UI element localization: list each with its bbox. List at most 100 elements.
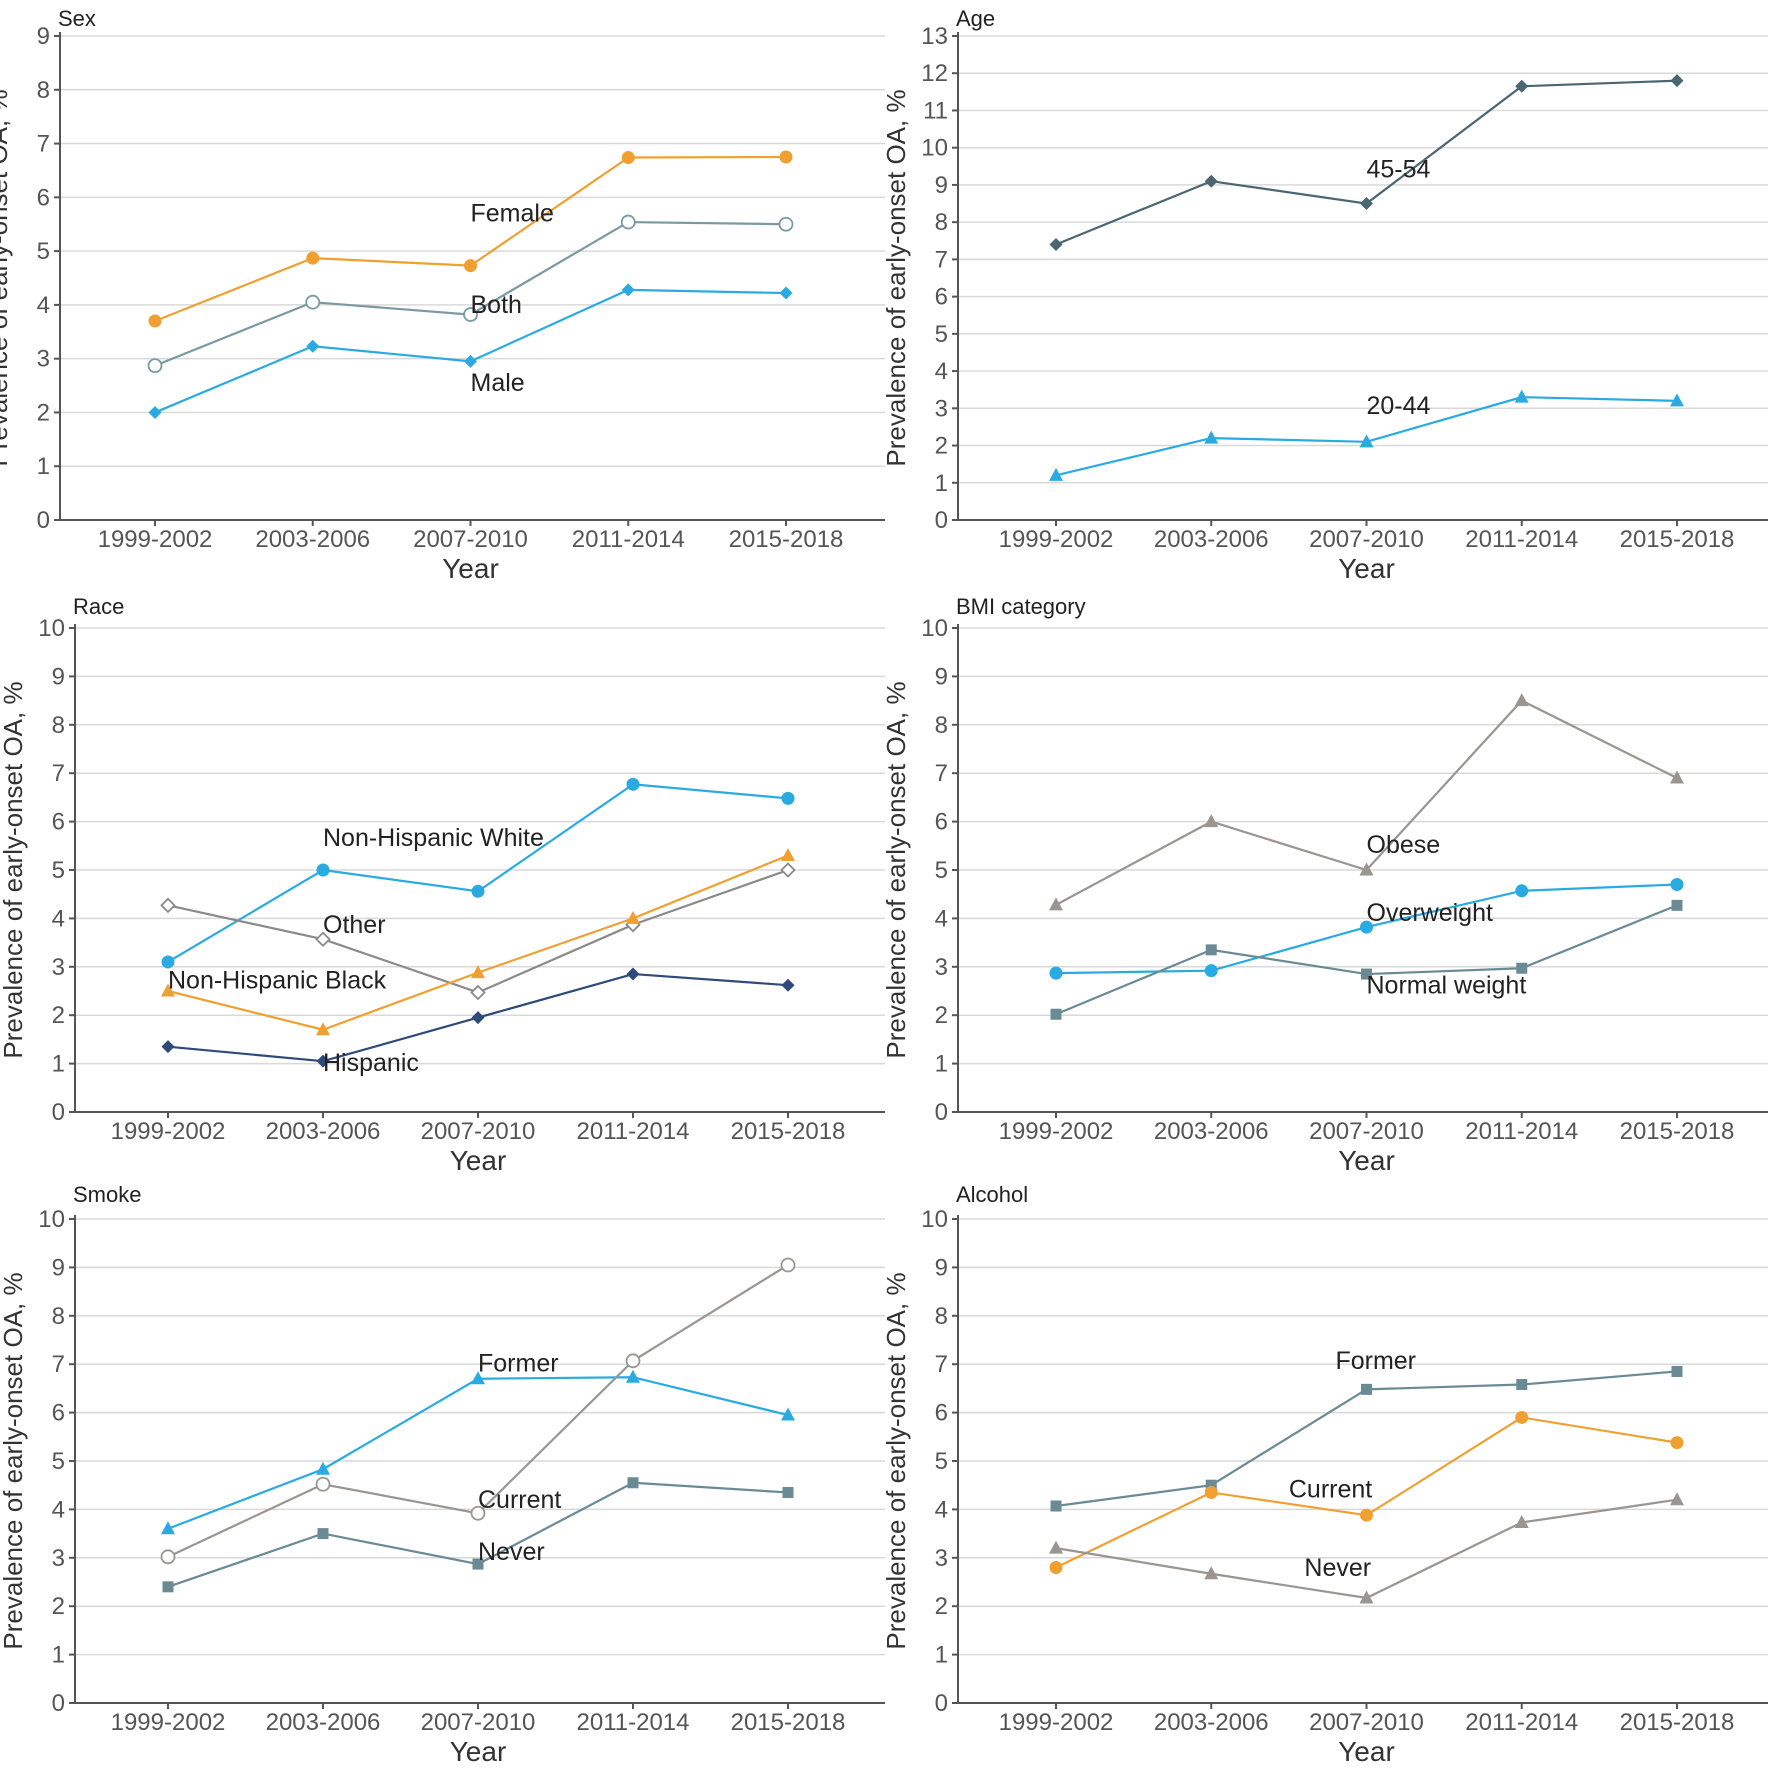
y-tick-label: 11	[923, 97, 948, 124]
data-point	[1204, 430, 1219, 444]
y-tick-label: 6	[935, 1400, 948, 1427]
series-label-current: Current	[1289, 1475, 1372, 1503]
series-20-44	[1049, 389, 1684, 481]
data-point	[160, 1549, 176, 1565]
series-label-hispanic: Hispanic	[323, 1049, 419, 1077]
y-tick-label: 2	[935, 1002, 948, 1029]
data-point	[1204, 1566, 1219, 1580]
data-point	[160, 897, 176, 914]
series-label-both: Both	[471, 291, 522, 319]
x-tick-label: 2003-2006	[255, 526, 370, 553]
x-axis-label: Year	[442, 553, 499, 584]
data-point	[316, 1461, 330, 1475]
data-point	[1049, 1560, 1063, 1574]
data-point	[161, 1040, 175, 1054]
y-tick-label: 13	[921, 23, 948, 50]
data-point	[1361, 1383, 1372, 1395]
data-point	[315, 1476, 331, 1492]
y-tick-label: 7	[52, 760, 65, 787]
x-tick-label: 2007-2010	[413, 526, 528, 553]
data-point	[471, 1371, 485, 1385]
x-tick-label: 2011-2014	[1465, 1709, 1578, 1736]
data-point	[620, 214, 636, 230]
x-tick-label: 2003-2006	[266, 1118, 381, 1145]
series-label-20-44: 20-44	[1367, 392, 1431, 420]
y-tick-label: 9	[935, 1254, 948, 1281]
panel-title: Age	[956, 6, 995, 31]
y-tick-label: 9	[935, 172, 948, 199]
data-point	[778, 216, 794, 232]
series-label-former: Former	[478, 1349, 559, 1377]
data-point	[317, 1528, 329, 1540]
y-tick-label: 8	[52, 712, 65, 739]
series-45-54	[1049, 74, 1684, 251]
data-point	[471, 965, 485, 979]
panel-bmi-category: BMI category 0 1 2 3 4 5 6 7 8 9 10 1999-2002 2003-20…	[881, 594, 1768, 1176]
x-tick-label: 1999-2002	[999, 1709, 1114, 1736]
y-tick-label: 5	[52, 857, 65, 884]
data-point	[1205, 944, 1217, 956]
data-point	[1670, 770, 1684, 784]
y-axis-label: Prevalence of early-onset OA, %	[0, 1272, 28, 1649]
data-point	[779, 150, 793, 164]
data-point	[626, 910, 640, 924]
y-tick-label: 3	[52, 1545, 65, 1572]
data-point	[1049, 966, 1063, 980]
series-former	[1050, 1365, 1683, 1512]
x-axis-label: Year	[1338, 553, 1395, 584]
data-point	[626, 967, 640, 981]
series-label-45-54: 45-54	[1367, 155, 1431, 183]
data-point	[1671, 899, 1683, 911]
series-label-current: Current	[478, 1486, 561, 1514]
y-tick-label: 7	[935, 1351, 948, 1378]
data-point	[463, 307, 478, 322]
data-point	[781, 1407, 795, 1421]
data-point	[1360, 1508, 1373, 1522]
y-tick-label: 7	[52, 1351, 65, 1378]
data-point	[627, 1477, 639, 1489]
x-tick-label: 2011-2014	[1465, 526, 1578, 553]
x-tick-label: 1999-2002	[111, 1118, 226, 1145]
y-tick-label: 10	[921, 135, 948, 162]
data-point	[1359, 434, 1374, 448]
y-tick-label: 0	[935, 1690, 948, 1717]
y-tick-label: 3	[52, 954, 65, 981]
x-tick-label: 2007-2010	[1309, 1118, 1424, 1145]
y-tick-label: 2	[935, 433, 948, 460]
series-label-male: Male	[471, 369, 525, 397]
y-tick-label: 8	[935, 712, 948, 739]
panel-alcohol: Alcohol 0 1 2 3 4 5 6 7 8 9 10 1999-2002 2003-2006 200…	[881, 1182, 1768, 1767]
x-tick-label: 2015-2018	[731, 1118, 846, 1145]
x-tick-label: 2007-2010	[421, 1709, 536, 1736]
x-tick-label: 2011-2014	[572, 526, 685, 553]
y-tick-label: 3	[935, 954, 948, 981]
y-tick-label: 9	[52, 1254, 65, 1281]
y-tick-label: 3	[935, 395, 948, 422]
y-tick-label: 8	[37, 77, 50, 104]
y-tick-label: 3	[935, 1545, 948, 1572]
data-point	[626, 1369, 640, 1383]
y-axis-label: Prevalence of early-onset OA, %	[881, 1272, 911, 1649]
y-tick-label: 6	[935, 284, 948, 311]
series-male	[148, 283, 793, 419]
y-tick-label: 1	[52, 1051, 65, 1078]
data-point	[1514, 1514, 1529, 1528]
data-point	[1360, 197, 1373, 211]
y-tick-label: 6	[52, 809, 65, 836]
panel-race: Race 0 1 2 3 4 5 6 7 8 9 10 1999-2002 2003-2006 2007-2…	[0, 594, 885, 1176]
data-point	[781, 978, 795, 992]
data-point	[1514, 693, 1529, 707]
y-tick-label: 6	[37, 184, 50, 211]
y-tick-label: 5	[37, 238, 50, 265]
y-tick-label: 0	[37, 507, 50, 534]
series-label-non-hispanic-black: Non-Hispanic Black	[168, 967, 387, 995]
data-point	[1049, 1540, 1063, 1554]
data-point	[781, 847, 795, 861]
series-normal-weight	[1050, 899, 1683, 1020]
data-point	[148, 314, 162, 328]
data-point	[316, 1054, 330, 1068]
series-label-obese: Obese	[1367, 831, 1441, 859]
y-tick-label: 8	[935, 209, 948, 236]
y-tick-label: 7	[935, 246, 948, 273]
